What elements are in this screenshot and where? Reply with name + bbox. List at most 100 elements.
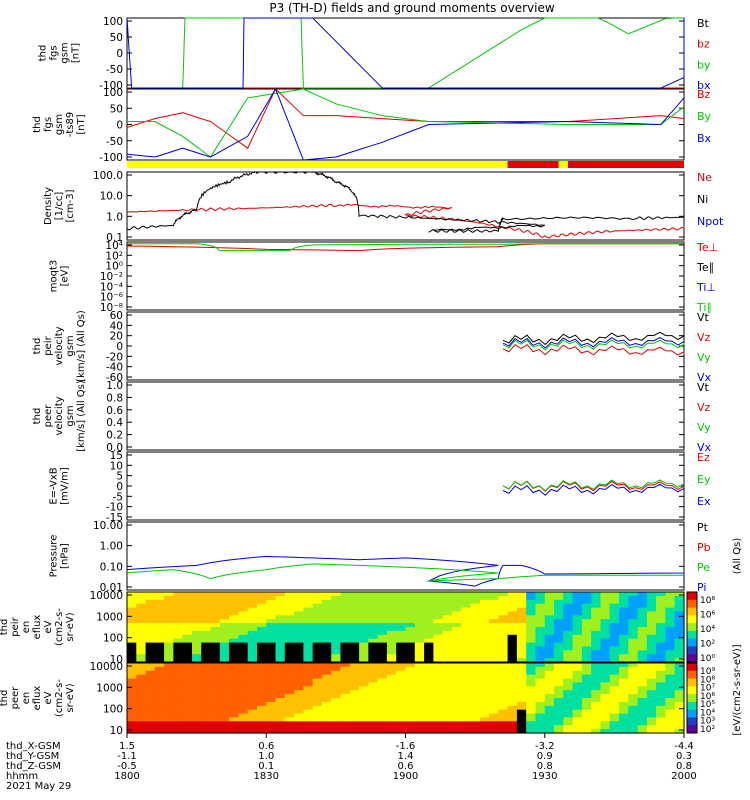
spectrogram-cell [628, 686, 639, 691]
spectrogram-cell [646, 619, 657, 624]
spectrogram-cell [182, 694, 193, 699]
spectrogram-cell [238, 619, 249, 624]
spectrogram-cell [182, 666, 193, 672]
spectrogram-cell [479, 705, 490, 711]
spectrogram-cell [136, 725, 147, 730]
x-tick-label: -3.2 [535, 741, 555, 752]
x-tick-label: 0.3 [676, 751, 692, 762]
spectrogram-cell [442, 654, 453, 659]
x-tick-label: 1930 [532, 771, 557, 782]
spectrogram-cell [192, 654, 202, 659]
spectrogram-cell [238, 592, 249, 597]
spectrogram-cell [238, 654, 249, 659]
y-axis-label-line: thd [32, 408, 43, 425]
spectrogram-cell [173, 623, 184, 628]
spectrogram-cell [303, 642, 314, 648]
spectrogram-cell [656, 611, 666, 616]
spectrogram-cell [238, 615, 249, 620]
spectrogram-cell [154, 705, 165, 711]
spectrogram-cell [581, 663, 592, 668]
x-tick-label: 0.9 [537, 751, 553, 762]
spectrogram-cell [303, 623, 314, 628]
spectrogram-cell [247, 663, 258, 668]
spectrogram-cell [219, 694, 230, 699]
spectrogram-cell [405, 713, 416, 719]
spectrogram-cell [489, 698, 499, 703]
spectrogram-cell [201, 615, 212, 620]
spectrogram-cell [581, 627, 592, 632]
y-axis-label-line: moqt3 [49, 260, 60, 293]
spectrogram-cell [386, 725, 397, 730]
x-tick-label: -0.5 [117, 761, 137, 772]
spectrogram-cell [303, 698, 314, 703]
spectrogram-cell [229, 674, 239, 680]
spectrogram-cell [498, 721, 509, 726]
spectrogram-cell [201, 721, 212, 726]
spectrogram-cell [294, 623, 304, 628]
spectrogram-cell [284, 634, 295, 640]
spectrogram-cell [498, 658, 509, 663]
color-bar-segment [687, 717, 697, 726]
spectrogram-cell [192, 646, 202, 651]
spectrogram-cell [479, 709, 490, 715]
spectrogram-cell [609, 670, 620, 676]
spectrogram-cell [312, 611, 323, 616]
spectrogram-cell [609, 686, 620, 691]
y-axis-label-line: eV [43, 620, 54, 633]
spectrogram-cell [182, 642, 193, 648]
spectrogram-cell [526, 642, 537, 648]
spectrogram-cell [656, 686, 666, 691]
spectrogram-cell [498, 595, 509, 601]
spectrogram-cell [619, 694, 629, 699]
spectrogram-cell [257, 663, 267, 668]
spectrogram-cell [312, 698, 323, 703]
spectrogram-cell [581, 642, 592, 648]
spectrogram-cell [572, 595, 583, 601]
spectrogram-cell [192, 701, 202, 707]
spectrogram-cell [275, 619, 286, 624]
spectrogram-cell [433, 670, 444, 676]
spectrogram-cell [303, 670, 314, 676]
spectrogram-cell [646, 705, 657, 711]
spectrogram-cell [349, 666, 360, 672]
spectrogram-cell [359, 705, 369, 711]
spectrogram-cell [182, 623, 193, 628]
legend-entry: bz [697, 38, 710, 51]
spectrogram-cell [396, 615, 407, 620]
spectrogram-cell [368, 654, 379, 659]
spectrogram-cell [451, 592, 462, 597]
spectrogram-cell [526, 595, 537, 601]
spectrogram-cell [424, 642, 434, 648]
spectrogram-cell [359, 725, 369, 730]
spectrogram-cell [433, 599, 444, 605]
spectrogram-cell [331, 623, 342, 628]
spectrogram-cell [507, 611, 518, 616]
spectrogram-cell [219, 658, 230, 663]
spectrogram-cell [386, 603, 397, 609]
spectrogram-cell [479, 682, 490, 687]
spectrogram-cell [349, 686, 360, 691]
spectrogram-cell [377, 630, 388, 636]
legend-entry: Te⊥ [696, 241, 718, 254]
color-bar-segment [687, 709, 697, 718]
spectrogram-cell [321, 729, 332, 734]
spectrogram-cell [600, 701, 611, 707]
spectrogram-cell [572, 694, 583, 699]
spectrogram-cell [414, 674, 425, 680]
spectrogram-cell [535, 663, 546, 668]
spectrogram-cell [461, 599, 472, 605]
color-bar-tick: 10³ [700, 717, 715, 727]
spectrogram-cell [359, 729, 369, 734]
spectrogram-cell [145, 694, 156, 699]
spectrogram-cell [535, 678, 546, 684]
spectrogram-cell [340, 663, 351, 668]
spectrogram-cell [656, 674, 666, 680]
spectrogram-cell [173, 705, 184, 711]
spectrogram-cell [257, 654, 267, 659]
spectrogram-cell [340, 646, 351, 651]
spectrogram-cell [516, 705, 527, 711]
spectrogram-cell [349, 619, 360, 624]
spectrogram-cell [479, 686, 490, 691]
spectrogram-cell [321, 705, 332, 711]
spectrogram-cell [535, 690, 546, 695]
